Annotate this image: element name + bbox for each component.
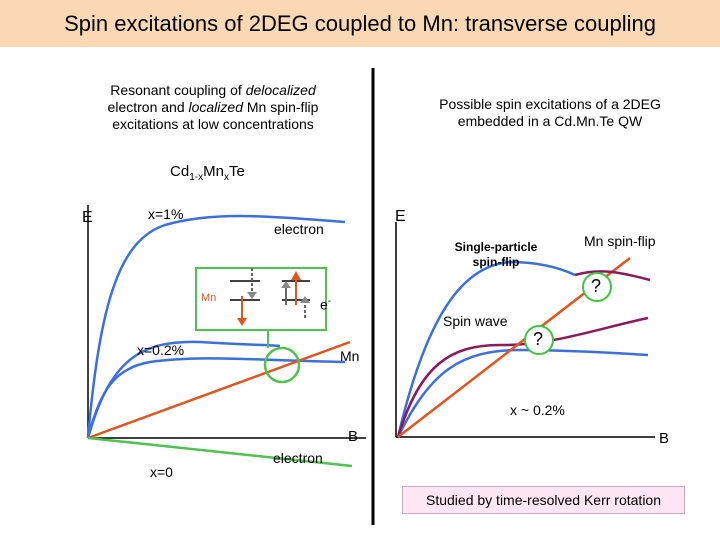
question-mark-upper: ? (591, 276, 602, 296)
formula-sub-1: 1-x (189, 172, 204, 183)
single-particle-line-1: Single-particle (454, 240, 538, 254)
left-heading-segment: electron and (107, 99, 189, 115)
left-axis-b: B (348, 428, 359, 445)
kerr-rotation-note-text: Studied by time-resolved Kerr rotation (426, 492, 661, 508)
electron-line-bottom (87, 436, 353, 468)
label-mn-left: Mn (340, 348, 360, 364)
kerr-rotation-note: Studied by time-resolved Kerr rotation (402, 486, 685, 514)
mn-dashed-arrow-head (247, 292, 257, 299)
e-up-arrow-head (291, 271, 301, 280)
formula-part-mn: Mn (203, 163, 224, 180)
label-x1-percent: x=1% (148, 206, 184, 222)
material-formula: Cd1-xMnxTe (170, 163, 245, 186)
right-heading-line-2: embedded in a Cd.Mn.Te QW (457, 113, 643, 129)
label-spin-wave: Spin wave (443, 313, 508, 329)
right-heading-line-1: Possible spin excitations of a 2DEG (439, 96, 661, 112)
e-gray-arrow-head (281, 281, 291, 288)
question-mark-lower: ? (533, 329, 544, 349)
curve-x1-percent (86, 214, 346, 439)
left-heading-segment: excitations at low concentrations (112, 116, 314, 132)
curve-x02-percent-lower (86, 357, 346, 439)
label-mn-spin-flip: Mn spin-flip (584, 233, 656, 249)
single-particle-line-2: spin-flip (472, 255, 520, 269)
formula-part-te: Te (228, 163, 245, 180)
inset-e-text: e (320, 296, 328, 313)
right-axis-b: B (659, 430, 670, 447)
left-heading-line-3: excitations at low concentrations (78, 116, 348, 133)
upper-branch-curve (574, 270, 651, 282)
curve-x02-percent-upper (86, 340, 281, 439)
question-circle-upper (582, 272, 612, 302)
inset-e-label: e- (320, 293, 331, 314)
right-heading: Possible spin excitations of a 2DEG embe… (400, 96, 700, 130)
e-dashed-arrow-head (300, 296, 310, 303)
inset-mn-label: Mn (201, 292, 217, 304)
label-x0: x=0 (150, 464, 173, 480)
formula-part-cd: Cd (170, 163, 190, 180)
left-heading: Resonant coupling of delocalized electro… (78, 82, 348, 133)
label-x02-percent: x=0.2% (137, 342, 185, 358)
label-electron-bottom: electron (273, 450, 323, 466)
left-heading-segment: Mn spin-flip (242, 99, 319, 115)
spin-wave-curve (396, 348, 649, 438)
left-heading-segment: localized (188, 99, 243, 115)
title-text: Spin excitations of 2DEG coupled to Mn: … (64, 10, 656, 36)
crossing-circle (263, 346, 301, 384)
coupled-mode-curve (396, 316, 649, 438)
label-x-approx: x ~ 0.2% (510, 402, 565, 418)
single-particle-curve (396, 260, 576, 438)
left-heading-segment: Resonant coupling of (110, 82, 246, 98)
left-heading-line-2: electron and localized Mn spin-flip (78, 99, 348, 116)
inset-e-superscript: - (327, 296, 332, 307)
label-electron-top: electron (274, 221, 324, 237)
right-axis-e: E (395, 208, 406, 225)
left-heading-segment: delocalized (245, 82, 316, 98)
question-circle-lower (524, 325, 554, 355)
left-heading-line-1: Resonant coupling of delocalized (78, 82, 348, 99)
formula-sub-2: x (223, 172, 229, 183)
left-axis-e: E (82, 209, 93, 226)
page-title: Spin excitations of 2DEG coupled to Mn: … (0, 0, 720, 47)
mn-line-left (87, 340, 351, 440)
label-single-particle: Single-particle spin-flip (440, 240, 552, 270)
mn-down-arrow-head (237, 318, 247, 326)
